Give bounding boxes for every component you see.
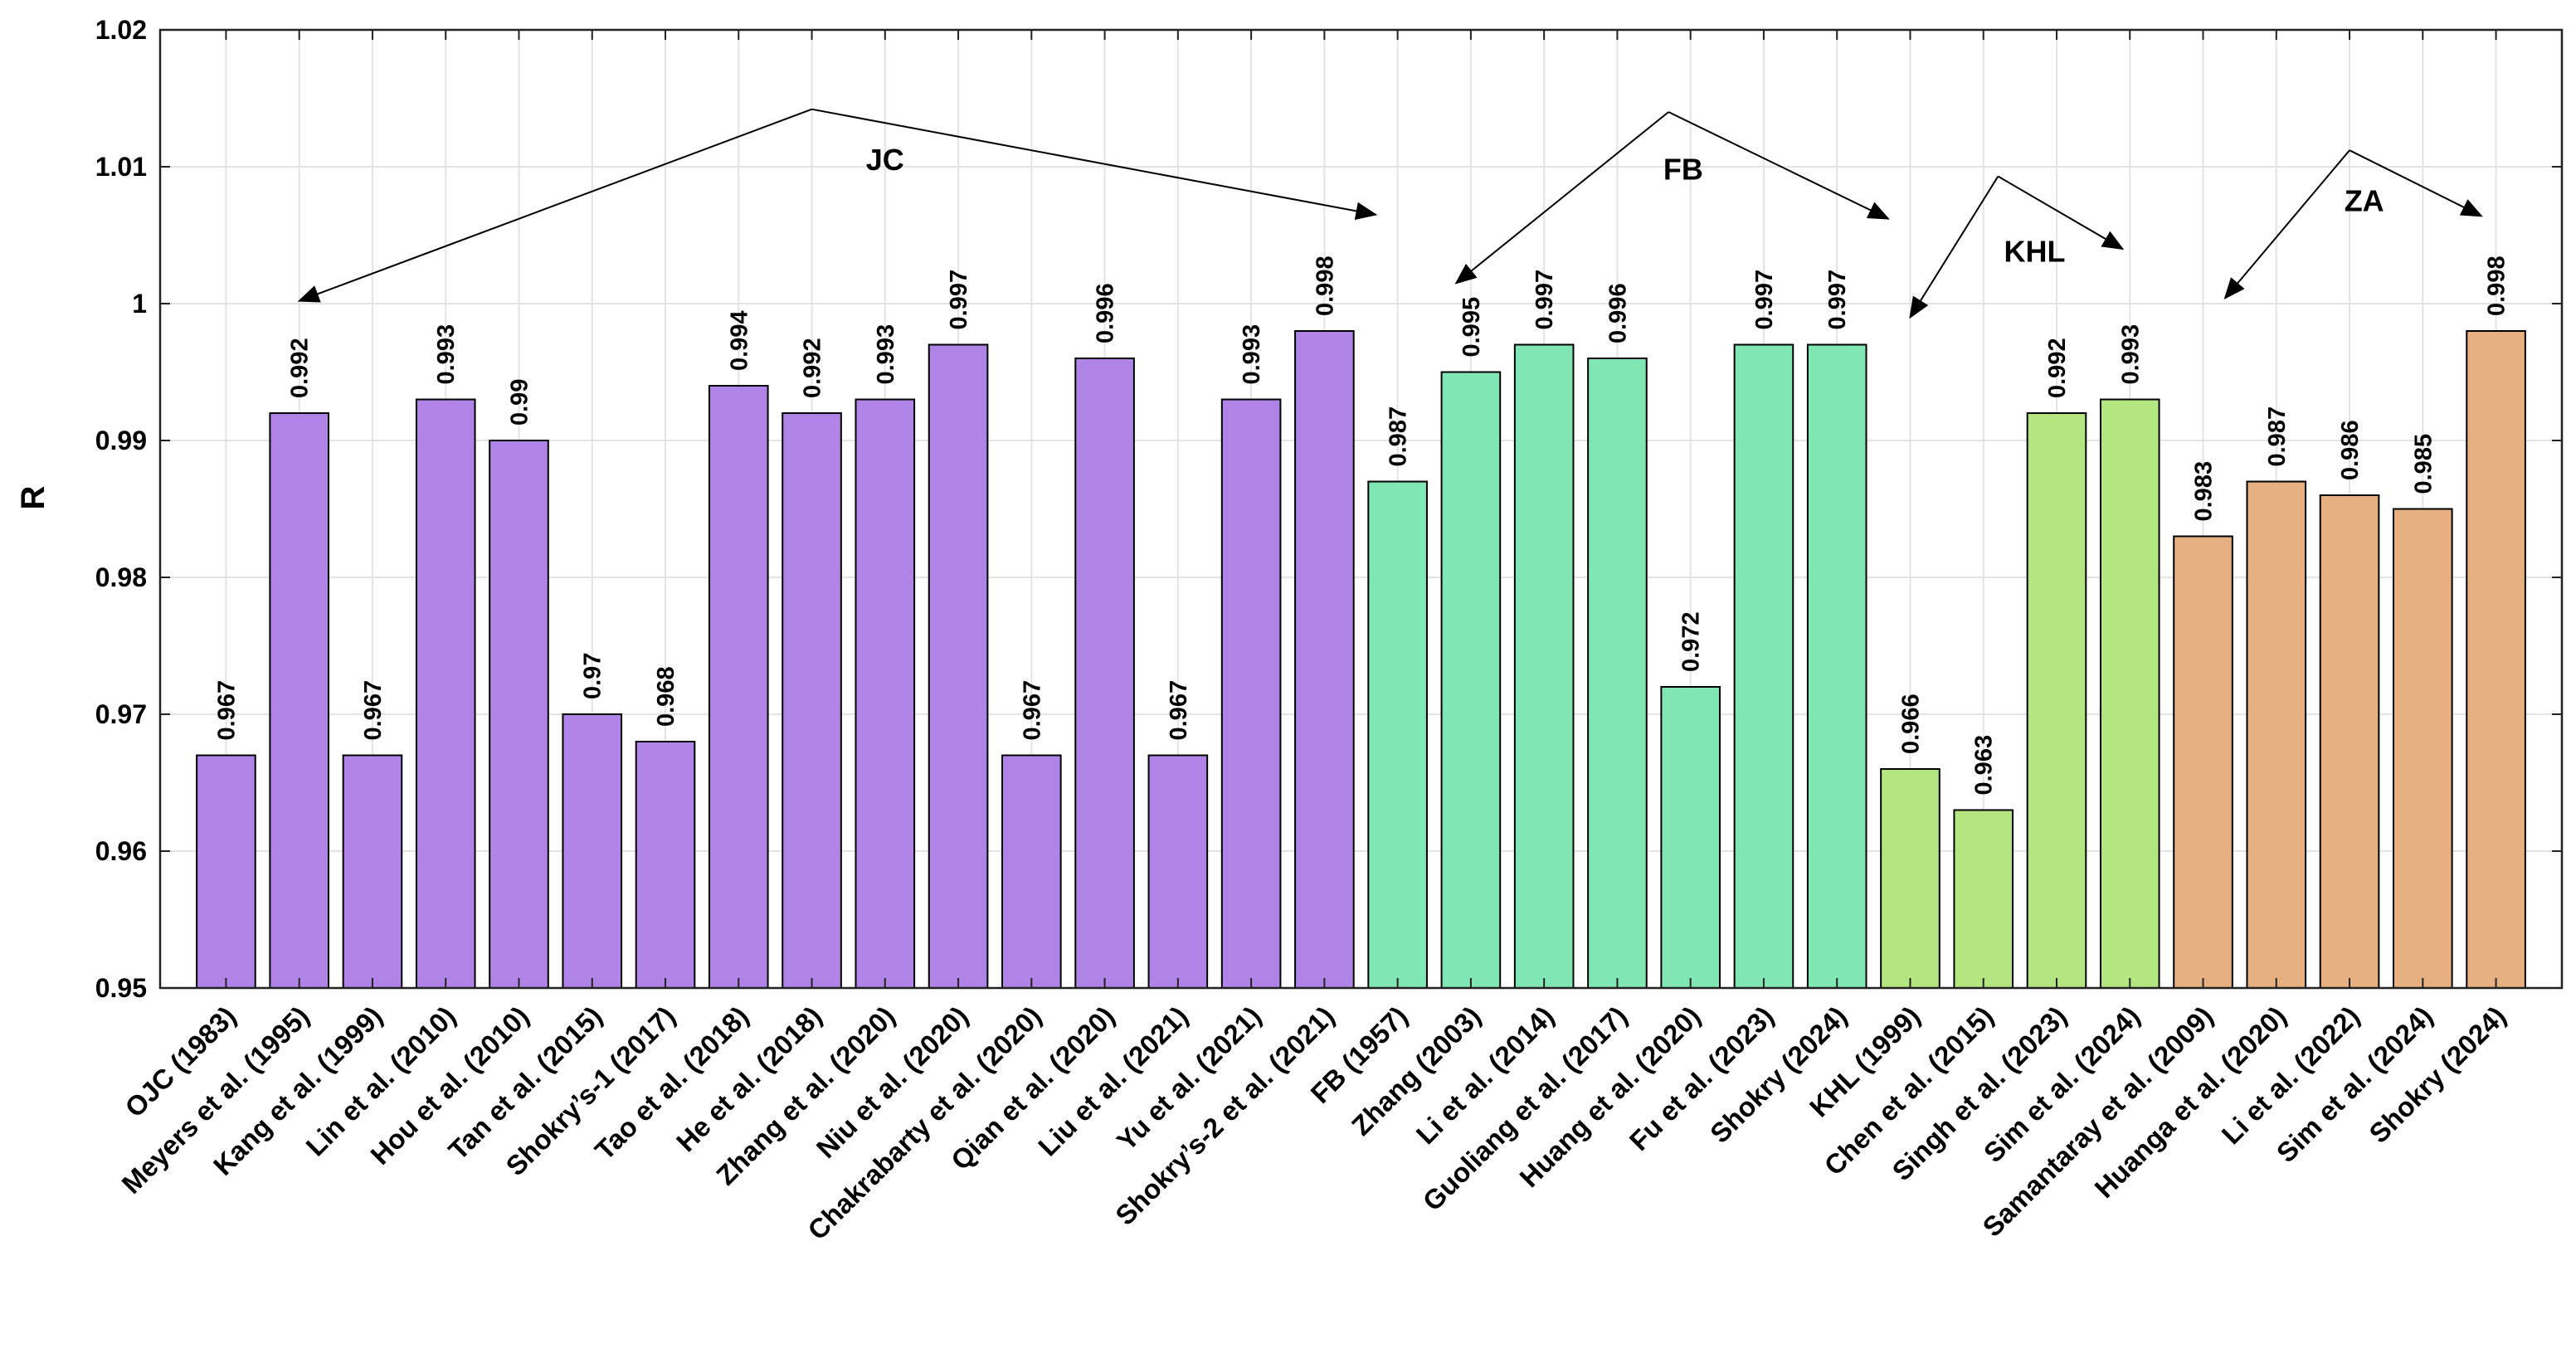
y-tick-label: 1.01 <box>95 152 147 182</box>
group-label: KHL <box>2004 234 2066 268</box>
bar-value-label: 0.997 <box>1751 270 1778 330</box>
bar-value-label: 0.998 <box>2484 256 2510 316</box>
bar-value-label: 0.968 <box>653 666 679 727</box>
bar <box>2466 330 2526 989</box>
bar <box>415 398 476 989</box>
bar <box>635 741 696 989</box>
x-tick-label: Zhang (2003) <box>1346 1000 1487 1141</box>
bar-value-label: 0.967 <box>360 680 387 741</box>
group-arrow <box>1909 176 1999 319</box>
bar <box>196 754 256 989</box>
bar <box>269 412 330 989</box>
bar <box>2392 508 2453 989</box>
bar-value-label: 0.996 <box>1093 283 1119 343</box>
bar-value-label: 0.983 <box>2191 461 2218 522</box>
bar <box>782 412 842 989</box>
bar-value-label: 0.967 <box>1019 680 1045 741</box>
y-tick-label: 0.99 <box>95 426 147 455</box>
y-tick-label: 0.96 <box>95 836 147 866</box>
bar <box>2173 535 2233 989</box>
bar <box>1440 371 1502 989</box>
bar-value-label: 0.997 <box>946 270 972 330</box>
group-arrow <box>1454 111 1669 285</box>
bar-value-label: 0.987 <box>2264 406 2291 467</box>
group-arrow <box>1997 175 2125 251</box>
bar <box>928 343 989 989</box>
group-label: JC <box>866 143 904 177</box>
bar-value-label: 0.993 <box>2117 324 2144 385</box>
bar <box>1733 343 1794 989</box>
bar <box>2246 480 2307 989</box>
bar-value-label: 0.997 <box>1824 270 1851 330</box>
bar-value-label: 0.993 <box>873 324 899 385</box>
bar <box>708 385 769 989</box>
bar-value-label: 0.972 <box>1678 611 1705 672</box>
bar <box>1880 768 1941 989</box>
group-label: ZA <box>2345 183 2384 217</box>
bar-value-label: 0.967 <box>213 680 240 741</box>
group-arrow <box>2349 149 2483 217</box>
bar <box>1001 754 1062 989</box>
y-axis-title: R <box>15 485 51 509</box>
bar-value-label: 0.993 <box>433 324 460 385</box>
group-arrow <box>297 108 812 303</box>
bar <box>1074 358 1135 989</box>
bar-value-label: 0.995 <box>1458 297 1485 358</box>
bar-value-label: 0.985 <box>2410 434 2437 494</box>
bar <box>1513 343 1575 989</box>
bar-value-label: 0.97 <box>580 653 606 699</box>
bar-value-label: 0.966 <box>1897 694 1924 754</box>
group-arrow <box>1668 111 1890 220</box>
bar-value-label: 0.994 <box>726 310 752 371</box>
bar-value-label: 0.992 <box>800 338 826 398</box>
bar <box>1660 686 1721 989</box>
bar-value-label: 0.992 <box>2044 338 2071 398</box>
y-tick-label: 1 <box>132 289 147 319</box>
bar <box>2026 412 2087 989</box>
y-tick-label: 1.02 <box>95 15 147 45</box>
axes-frame <box>158 28 2564 990</box>
bar-value-label: 0.986 <box>2337 420 2364 480</box>
y-tick-label: 0.95 <box>95 973 147 1003</box>
plot-area <box>160 30 2562 988</box>
bar <box>1294 330 1355 989</box>
bar <box>2099 398 2160 989</box>
bar <box>562 713 623 989</box>
group-arrow <box>811 108 1378 221</box>
group-label: FB <box>1663 152 1703 186</box>
bar <box>1367 480 1428 989</box>
bar <box>1147 754 1209 989</box>
bar-value-label: 0.992 <box>287 338 314 398</box>
bar-value-label: 0.99 <box>506 379 533 426</box>
bar-value-label: 0.963 <box>1971 735 1998 796</box>
y-tick-label: 0.98 <box>95 562 147 592</box>
bar <box>1953 809 2014 989</box>
bar <box>1220 398 1282 989</box>
bar-value-label: 0.987 <box>1385 406 1412 467</box>
bar <box>855 398 916 989</box>
group-arrow <box>2223 149 2350 300</box>
bar <box>489 440 549 989</box>
bar <box>2319 494 2380 989</box>
bar <box>1587 358 1648 989</box>
bar <box>1806 343 1867 989</box>
y-tick-label: 0.97 <box>95 699 147 729</box>
bar <box>342 754 403 989</box>
bar-value-label: 0.997 <box>1531 270 1558 330</box>
bar-value-label: 0.998 <box>1312 256 1338 316</box>
bar-value-label: 0.967 <box>1166 680 1192 741</box>
bar-value-label: 0.996 <box>1605 283 1631 343</box>
bar-value-label: 0.993 <box>1239 324 1265 385</box>
